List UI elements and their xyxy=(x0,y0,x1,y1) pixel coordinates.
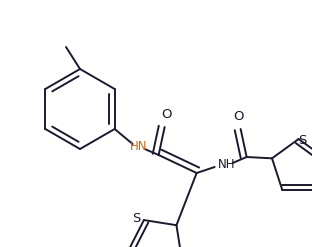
Text: S: S xyxy=(132,211,140,225)
Text: HN: HN xyxy=(130,141,147,153)
Text: NH: NH xyxy=(218,159,235,171)
Text: O: O xyxy=(161,108,172,122)
Text: S: S xyxy=(299,135,307,147)
Text: O: O xyxy=(233,110,244,124)
